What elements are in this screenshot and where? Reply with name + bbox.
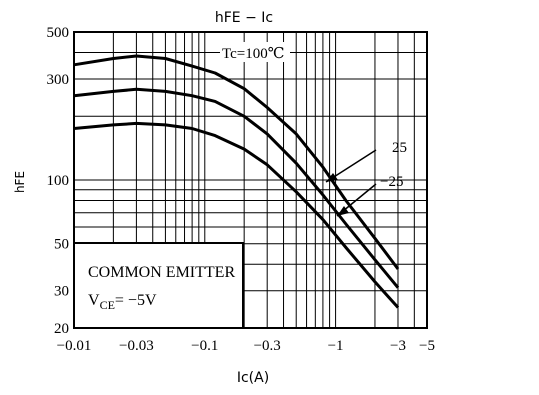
y-tick-label: 300	[47, 72, 70, 88]
y-tick-label: 20	[54, 321, 69, 337]
arrow-25-head	[326, 173, 338, 182]
condition-sub: CE	[100, 298, 115, 312]
arrow-minus25-head	[337, 206, 349, 216]
y-tick-label: 100	[47, 173, 70, 189]
condition-line-1: COMMON EMITTER	[88, 264, 235, 281]
y-tick-label: 30	[54, 284, 69, 300]
series-label-minus25: −25	[380, 174, 403, 190]
condition-box	[73, 242, 244, 329]
y-tick-label: 500	[47, 25, 70, 41]
series-line-25	[73, 87, 400, 289]
series-line-tc100	[73, 54, 400, 270]
y-axis-label: hFE	[13, 171, 27, 193]
x-tick-label: −1	[328, 338, 344, 354]
series-group	[73, 54, 400, 309]
x-tick-label: −3	[390, 338, 406, 354]
tc-label-backing	[220, 42, 290, 62]
tick-labels: −0.01 −0.03 −0.1 −0.3 −1 −3 −5 500 300 100 50 30 20	[47, 25, 435, 354]
x-tick-label: −0.03	[119, 338, 154, 354]
plot-frame	[73, 31, 428, 329]
series-label-tc100: Tc=100℃	[222, 46, 285, 62]
chart-title: hFE − Ic	[215, 10, 273, 26]
x-tick-label: −0.01	[57, 338, 92, 354]
x-axis-label: Ic(A)	[237, 370, 269, 386]
condition-v: V	[88, 292, 100, 309]
x-tick-label: −0.1	[191, 338, 218, 354]
series-line-minus25	[73, 121, 400, 309]
y-tick-label: 50	[54, 237, 69, 253]
x-tick-label: −0.3	[254, 338, 281, 354]
condition-tail: = −5V	[115, 292, 157, 309]
condition-line-2: VCE= −5V	[88, 292, 157, 312]
x-tick-label: −5	[419, 338, 435, 354]
series-label-25: 25	[392, 140, 407, 156]
